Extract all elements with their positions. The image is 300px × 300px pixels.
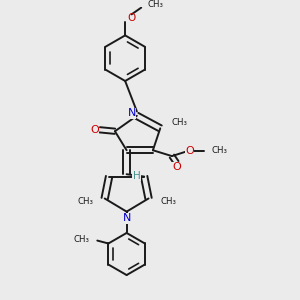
Text: N: N	[122, 213, 131, 223]
Text: CH₃: CH₃	[172, 118, 188, 127]
Text: CH₃: CH₃	[77, 197, 93, 206]
Text: CH₃: CH₃	[74, 235, 89, 244]
Text: O: O	[90, 125, 99, 135]
Text: H: H	[133, 171, 141, 181]
Text: O: O	[172, 162, 181, 172]
Text: CH₃: CH₃	[147, 0, 163, 9]
Text: O: O	[185, 146, 194, 156]
Text: O: O	[128, 13, 136, 23]
Text: CH₃: CH₃	[160, 197, 176, 206]
Text: N: N	[128, 108, 136, 118]
Text: CH₃: CH₃	[212, 146, 227, 155]
